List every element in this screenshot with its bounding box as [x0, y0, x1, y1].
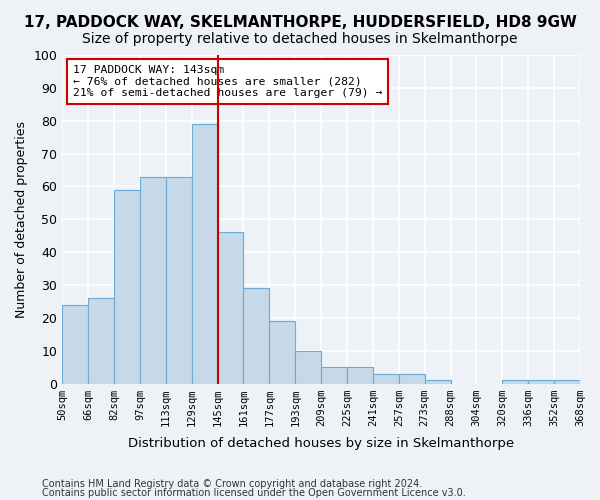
Bar — [321, 367, 347, 384]
Bar — [88, 298, 114, 384]
Bar — [218, 232, 244, 384]
Bar — [347, 367, 373, 384]
Text: 17 PADDOCK WAY: 143sqm
← 76% of detached houses are smaller (282)
21% of semi-de: 17 PADDOCK WAY: 143sqm ← 76% of detached… — [73, 65, 382, 98]
Bar — [62, 304, 88, 384]
Bar — [114, 190, 140, 384]
Text: 17, PADDOCK WAY, SKELMANTHORPE, HUDDERSFIELD, HD8 9GW: 17, PADDOCK WAY, SKELMANTHORPE, HUDDERSF… — [23, 15, 577, 30]
Y-axis label: Number of detached properties: Number of detached properties — [15, 121, 28, 318]
Bar — [528, 380, 554, 384]
Text: Contains HM Land Registry data © Crown copyright and database right 2024.: Contains HM Land Registry data © Crown c… — [42, 479, 422, 489]
Bar — [373, 374, 399, 384]
Bar — [140, 176, 166, 384]
Bar — [244, 288, 269, 384]
Text: Size of property relative to detached houses in Skelmanthorpe: Size of property relative to detached ho… — [82, 32, 518, 46]
Bar — [166, 176, 192, 384]
Text: Contains public sector information licensed under the Open Government Licence v3: Contains public sector information licen… — [42, 488, 466, 498]
Bar — [502, 380, 528, 384]
Bar — [399, 374, 425, 384]
Bar — [269, 321, 295, 384]
Bar — [425, 380, 451, 384]
Bar — [295, 350, 321, 384]
X-axis label: Distribution of detached houses by size in Skelmanthorpe: Distribution of detached houses by size … — [128, 437, 514, 450]
Bar — [192, 124, 218, 384]
Bar — [554, 380, 580, 384]
